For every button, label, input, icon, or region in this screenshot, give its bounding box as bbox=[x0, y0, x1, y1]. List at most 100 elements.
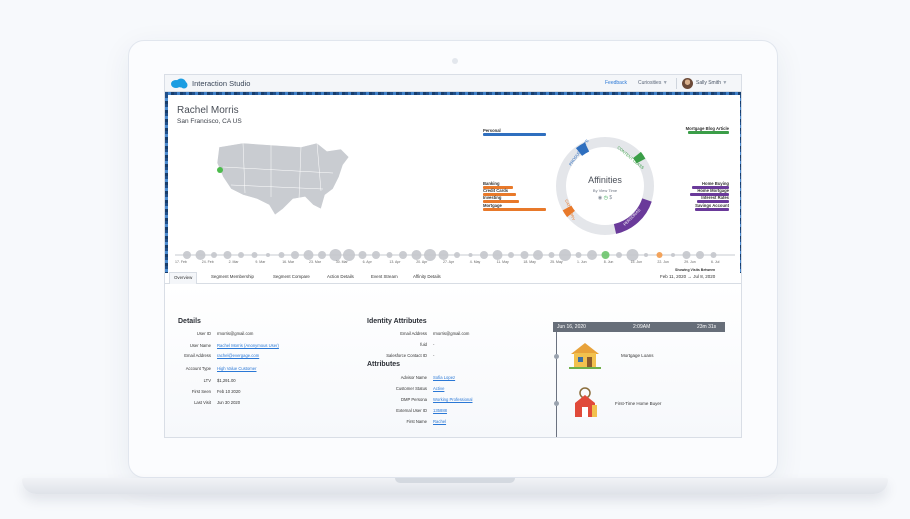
visit-marker[interactable] bbox=[671, 253, 675, 257]
visit-marker[interactable] bbox=[533, 250, 543, 260]
visit-marker[interactable] bbox=[251, 252, 258, 258]
detail-value: Feb 10 2020 bbox=[217, 389, 241, 394]
visit-marker[interactable] bbox=[223, 251, 232, 259]
content-class-segment bbox=[633, 151, 646, 164]
affinity-bar[interactable] bbox=[483, 208, 546, 211]
detail-value[interactable]: High Value Customer bbox=[217, 366, 257, 371]
visit-marker[interactable] bbox=[303, 250, 314, 260]
identity-label: fuid bbox=[420, 342, 427, 347]
laptop-notch bbox=[395, 478, 515, 483]
curiosities-menu[interactable]: Curiosities ▼ bbox=[638, 80, 668, 86]
affinity-label: Mortgage Blog Article bbox=[685, 126, 729, 131]
detail-value[interactable]: rachel@evergage.com bbox=[217, 353, 260, 358]
visit-marker[interactable] bbox=[626, 249, 639, 261]
visit-marker[interactable] bbox=[183, 251, 191, 259]
journey-dot bbox=[554, 401, 559, 406]
visit-marker[interactable] bbox=[696, 251, 704, 259]
affinity-label: Home Mortgage bbox=[697, 188, 729, 193]
tab-overview[interactable]: Overview bbox=[169, 272, 198, 284]
visit-marker[interactable] bbox=[548, 252, 555, 258]
house-icon bbox=[569, 343, 601, 369]
visit-marker[interactable] bbox=[358, 251, 367, 259]
visit-marker[interactable] bbox=[616, 252, 622, 258]
feedback-link[interactable]: Feedback bbox=[605, 80, 627, 86]
visit-marker[interactable] bbox=[372, 251, 380, 259]
detail-label: User Name bbox=[189, 343, 211, 348]
visit-marker[interactable] bbox=[454, 252, 460, 258]
journey-event[interactable]: Mortgage Loans bbox=[621, 353, 654, 358]
visit-marker[interactable] bbox=[278, 252, 285, 258]
visit-marker[interactable] bbox=[508, 252, 514, 258]
visit-marker[interactable] bbox=[266, 253, 270, 257]
avatar[interactable] bbox=[682, 78, 693, 89]
tab-segment-compare[interactable]: Segment Compare bbox=[273, 274, 310, 279]
affinity-bar[interactable] bbox=[696, 200, 729, 203]
visit-marker[interactable] bbox=[601, 251, 610, 259]
affinity-bar[interactable] bbox=[483, 133, 546, 136]
profile-hero: Rachel Morris San Francisco, CA US Perso… bbox=[165, 92, 741, 273]
visit-marker[interactable] bbox=[587, 250, 597, 260]
tab-segment-membership[interactable]: Segment Membership bbox=[211, 274, 254, 279]
affinity-bar[interactable] bbox=[483, 186, 513, 189]
tab-action-details[interactable]: Action Details bbox=[327, 274, 354, 279]
visit-marker[interactable] bbox=[291, 251, 299, 259]
timeline-date: 13. Apr bbox=[389, 260, 401, 264]
visit-marker[interactable] bbox=[438, 250, 449, 260]
affinity-bar[interactable] bbox=[483, 200, 520, 203]
visit-marker[interactable] bbox=[343, 249, 355, 261]
affinity-bar[interactable] bbox=[694, 208, 729, 211]
us-map bbox=[216, 142, 350, 216]
attribute-value[interactable]: Sofia Lopez bbox=[433, 375, 456, 380]
visit-marker[interactable] bbox=[644, 253, 648, 257]
identity-value: - bbox=[433, 353, 435, 358]
visit-marker[interactable] bbox=[399, 251, 407, 259]
visit-marker[interactable] bbox=[195, 250, 206, 260]
journey-event[interactable]: First-Time Home Buyer bbox=[615, 401, 662, 406]
visit-marker[interactable] bbox=[575, 252, 582, 258]
eye-icon[interactable]: ◉ bbox=[597, 195, 603, 201]
visit-marker[interactable] bbox=[559, 249, 571, 261]
affinity-bar[interactable] bbox=[692, 186, 729, 189]
chevron-down-icon: ▼ bbox=[722, 80, 728, 86]
profile-name: Rachel Morris bbox=[177, 105, 239, 116]
visit-marker[interactable] bbox=[468, 253, 473, 257]
visit-marker[interactable] bbox=[682, 251, 691, 259]
visit-marker[interactable] bbox=[318, 251, 326, 259]
visit-marker[interactable] bbox=[710, 252, 717, 258]
visit-marker[interactable] bbox=[520, 251, 529, 259]
timeline-date: 2. Mar bbox=[228, 260, 239, 264]
affinity-bar[interactable] bbox=[483, 193, 516, 196]
visit-marker[interactable] bbox=[424, 249, 436, 261]
visit-marker[interactable] bbox=[492, 250, 503, 260]
app-title: Interaction Studio bbox=[192, 79, 251, 88]
tab-affinity-details[interactable]: Affinity Details bbox=[413, 274, 441, 279]
visit-marker[interactable] bbox=[238, 252, 244, 258]
clock-icon[interactable]: ◷ bbox=[603, 195, 608, 201]
visit-marker[interactable] bbox=[656, 252, 663, 258]
affinity-bar[interactable] bbox=[689, 193, 729, 196]
visit-marker[interactable] bbox=[480, 251, 488, 259]
visit-marker[interactable] bbox=[329, 249, 342, 261]
identity-label: Salesforce Contact ID bbox=[386, 353, 427, 358]
range-value[interactable]: Feb 11, 2020 → Jul 8, 2020 bbox=[660, 274, 716, 279]
attribute-label: Customer Status bbox=[395, 386, 427, 391]
user-menu[interactable]: Sally Smith ▼ bbox=[696, 80, 727, 86]
visit-timeline[interactable] bbox=[175, 247, 735, 265]
affinity-bar[interactable] bbox=[687, 131, 729, 134]
attribute-value[interactable]: Working Professional bbox=[433, 397, 473, 402]
dollar-icon[interactable]: $ bbox=[609, 195, 613, 201]
attribute-label: DMP Persona bbox=[401, 397, 427, 402]
attribute-value[interactable]: 135888 bbox=[433, 408, 447, 413]
visit-marker[interactable] bbox=[411, 250, 422, 260]
attribute-value[interactable]: Active bbox=[433, 386, 445, 391]
detail-label: Last Visit bbox=[194, 400, 211, 405]
visit-marker[interactable] bbox=[211, 252, 217, 258]
tab-bar: Overview Segment Membership Segment Comp… bbox=[165, 271, 741, 284]
timeline-date: 6. Jul bbox=[711, 260, 720, 264]
attribute-value[interactable]: Rachel bbox=[433, 419, 447, 424]
tab-event-stream[interactable]: Event Stream bbox=[371, 274, 398, 279]
detail-value[interactable]: Rachel Morris (Anonymous User) bbox=[217, 343, 279, 348]
timeline-date: 17. Feb bbox=[175, 260, 187, 264]
details-title: Details bbox=[178, 318, 201, 325]
visit-marker[interactable] bbox=[386, 252, 393, 258]
